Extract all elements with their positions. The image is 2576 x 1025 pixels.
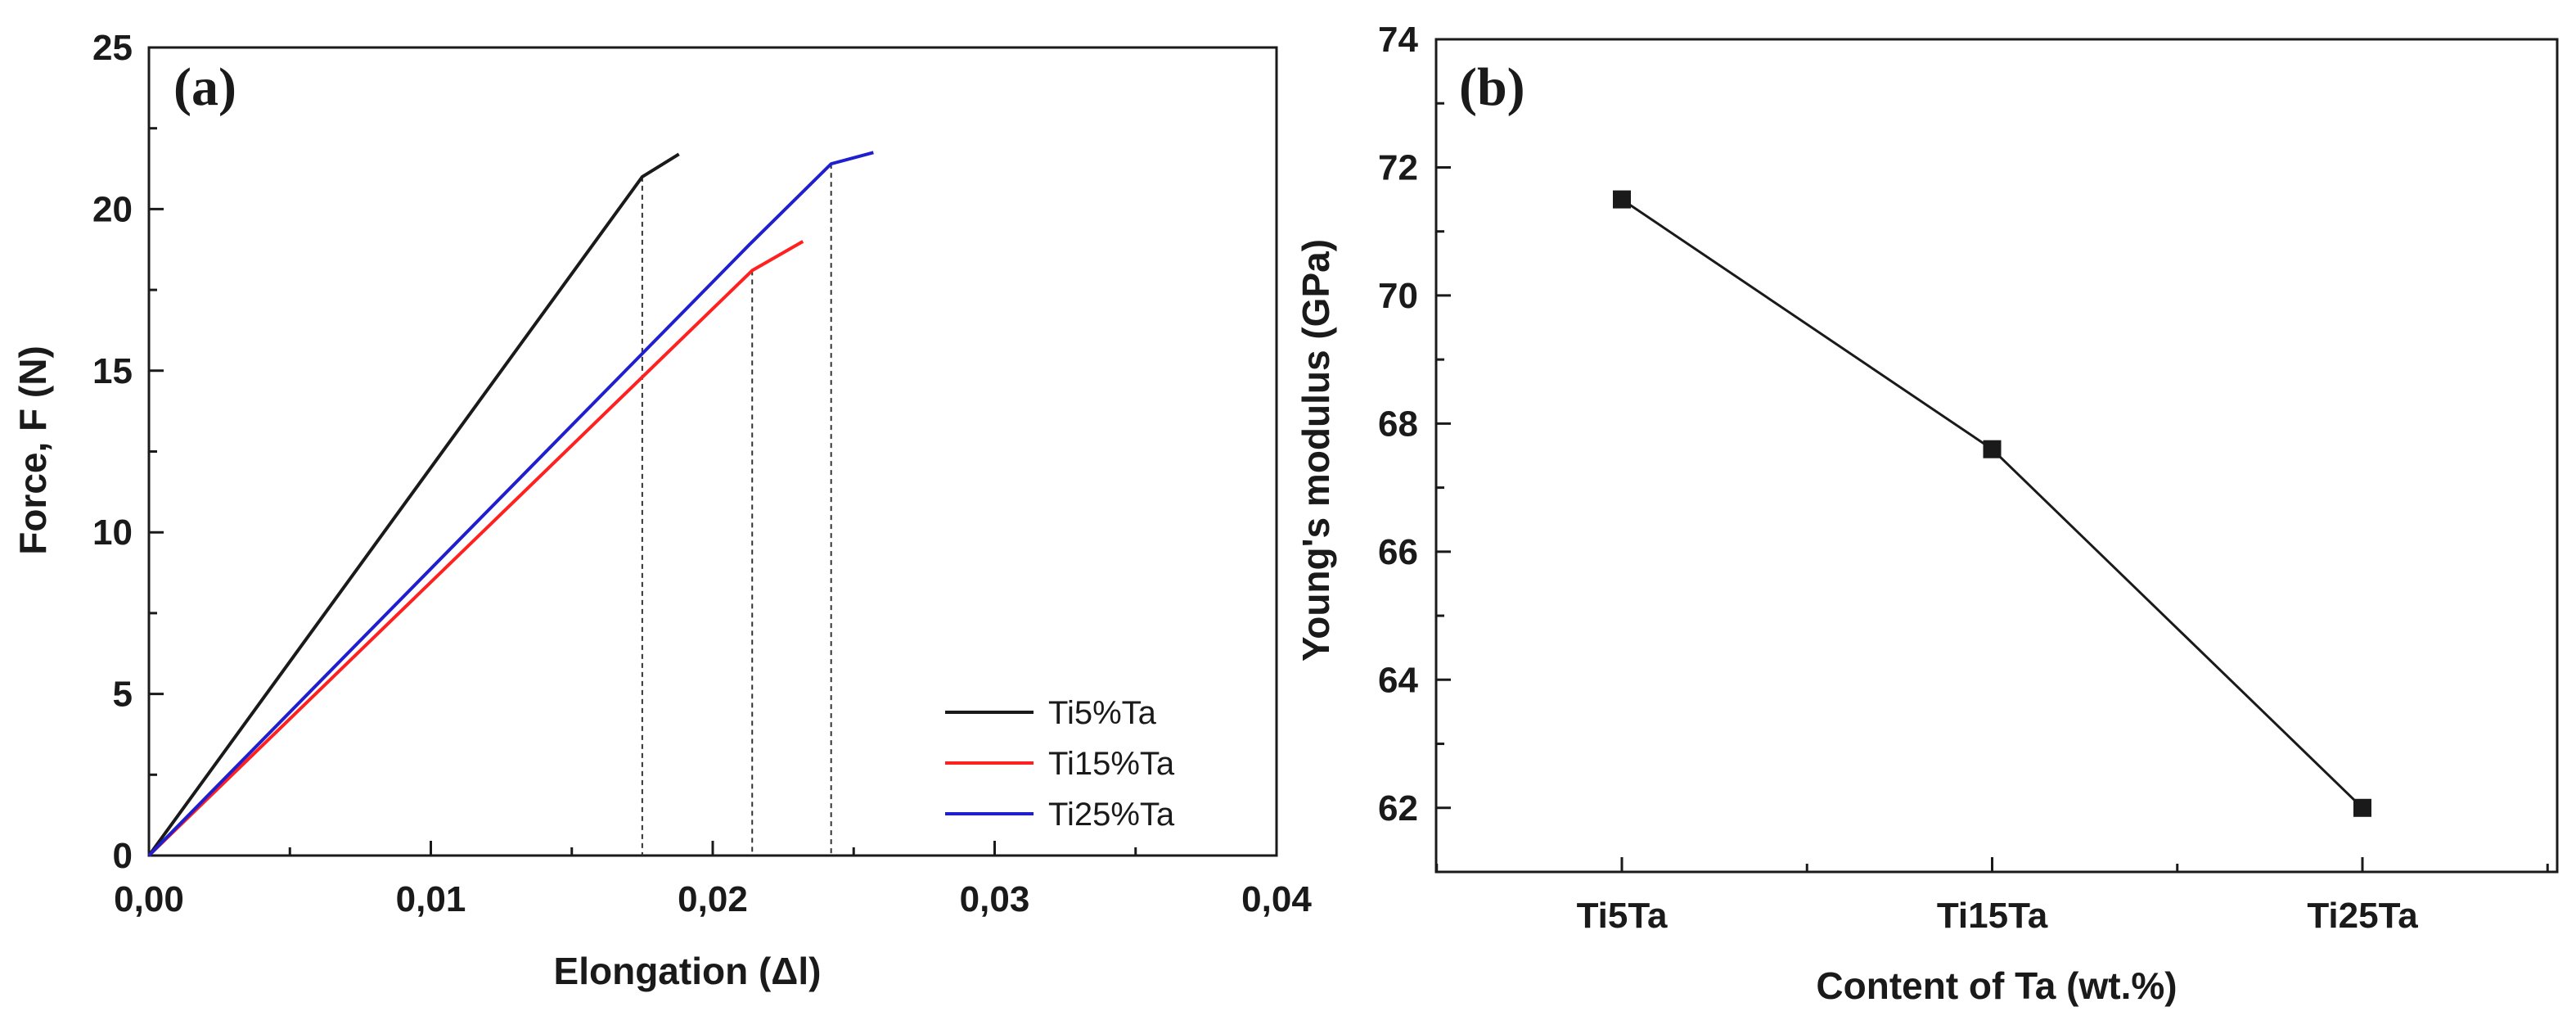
y-tick-label: 64 — [1378, 660, 1418, 700]
youngs-modulus-chart: (b) Young's modulus (GPa) Content of Ta … — [1295, 20, 2559, 1007]
series-line-ti25pctta — [147, 151, 874, 857]
x-axis-title: Elongation (Δl) — [554, 950, 822, 992]
y-axis-title: Force, F (N) — [11, 345, 54, 555]
x-tick-label: 0,03 — [960, 879, 1030, 919]
x-tick-label: 0,01 — [396, 879, 466, 919]
data-point-marker — [1613, 190, 1631, 209]
plot-frame — [147, 46, 1278, 857]
y-tick-label: 20 — [92, 189, 133, 229]
y-tick-label: 66 — [1378, 532, 1418, 572]
y-tick-label: 25 — [92, 28, 133, 68]
modulus-series-line — [1621, 198, 2364, 809]
y-tick-label: 72 — [1378, 147, 1418, 187]
data-point-marker — [2353, 798, 2371, 817]
legend-label: Ti25%Ta — [1048, 797, 1175, 833]
x-tick-label: Ti15Ta — [1937, 896, 2048, 936]
legend-label: Ti15%Ta — [1048, 746, 1175, 782]
x-tick-label: 0,04 — [1241, 879, 1312, 919]
panel-label-a: (a) — [173, 57, 236, 117]
y-tick-label: 68 — [1378, 404, 1418, 444]
y-tick-label: 70 — [1378, 276, 1418, 316]
plot-frame — [1434, 38, 2559, 874]
y-axis-title: Young's modulus (GPa) — [1295, 239, 1337, 662]
y-tick-label: 0 — [113, 836, 133, 876]
y-tick-label: 10 — [92, 512, 133, 553]
x-axis-title: Content of Ta (wt.%) — [1816, 964, 2177, 1007]
force-elongation-chart: (a) Force, F (N) Elongation (Δl) 0,00 0,0… — [11, 28, 1312, 992]
series-line-ti15pctta — [147, 240, 804, 857]
panel-label-b: (b) — [1459, 57, 1525, 117]
y-tick-label: 74 — [1378, 20, 1418, 60]
x-tick-label: 0,00 — [114, 879, 184, 919]
series-line-ti5pctta — [147, 152, 680, 857]
legend-label: Ti5%Ta — [1048, 695, 1157, 731]
data-point-marker — [1983, 440, 2002, 458]
y-tick-label: 5 — [113, 675, 133, 715]
x-tick-label: Ti25Ta — [2307, 896, 2418, 936]
x-tick-label: Ti5Ta — [1577, 896, 1668, 936]
x-tick-label: 0,02 — [678, 879, 748, 919]
y-tick-label: 62 — [1378, 788, 1418, 829]
y-tick-label: 15 — [92, 351, 133, 391]
